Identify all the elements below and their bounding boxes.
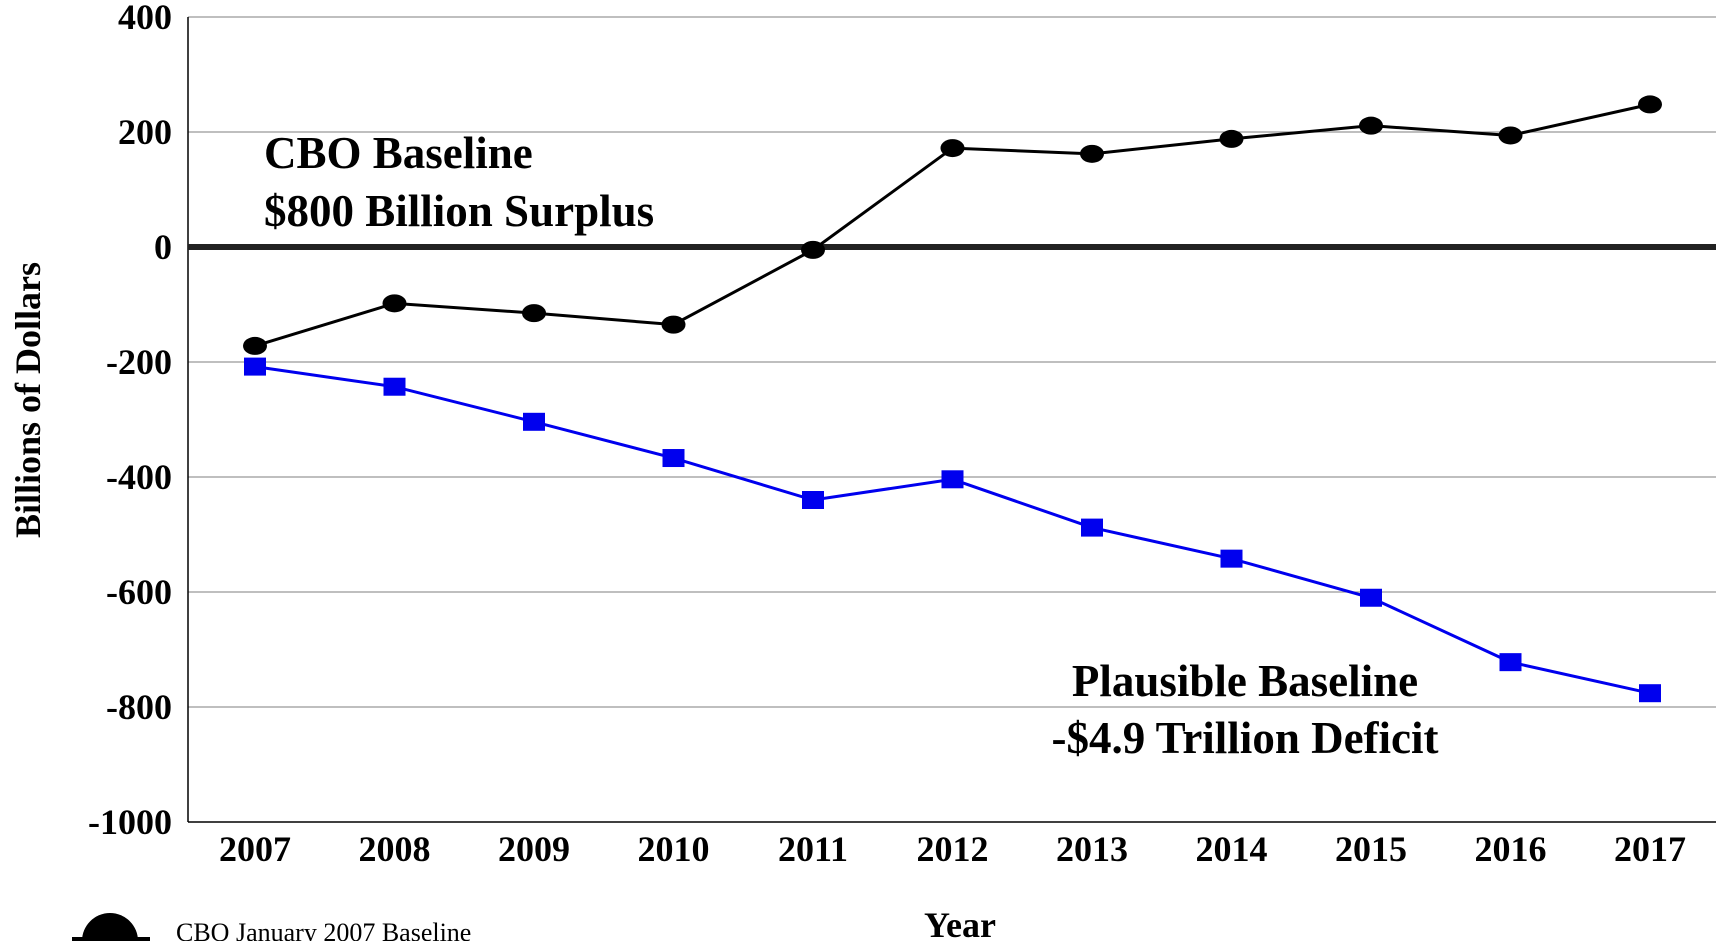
y-tick-label: -800	[106, 687, 172, 727]
data-point	[802, 491, 824, 509]
data-point	[1220, 549, 1243, 568]
annotation-cbo-line2: $800 Billion Surplus	[264, 186, 654, 236]
y-tick-label: -400	[106, 457, 172, 497]
x-tick-label: 2011	[778, 829, 848, 869]
data-point	[243, 336, 267, 355]
data-point	[1080, 144, 1104, 163]
data-point	[1638, 95, 1662, 114]
x-tick-labels: 2007 2008 2009 2010 2011 2012 2013 2014 2015 2016…	[219, 829, 1686, 869]
data-point	[801, 240, 825, 259]
data-point	[1499, 653, 1522, 672]
data-point	[1639, 684, 1661, 703]
data-point	[1081, 518, 1103, 537]
legend: CBO January 2007 Baseline	[72, 913, 471, 941]
data-point	[940, 139, 965, 158]
y-tick-label: -600	[106, 572, 172, 612]
x-tick-label: 2007	[219, 829, 291, 869]
x-tick-label: 2015	[1335, 829, 1407, 869]
series-0	[243, 95, 1662, 355]
y-tick-labels: 400 200 0 -200 -400 -600 -800 -1000	[88, 0, 172, 842]
y-tick-label: -1000	[88, 802, 172, 842]
axes	[187, 17, 1716, 823]
data-point	[1498, 126, 1523, 145]
x-tick-label: 2012	[917, 829, 989, 869]
x-tick-label: 2008	[359, 829, 431, 869]
y-tick-label: -200	[106, 342, 172, 382]
data-point	[1219, 129, 1244, 148]
data-point	[1359, 116, 1383, 135]
data-point	[1360, 588, 1382, 607]
data-point	[523, 412, 545, 431]
x-axis-title: Year	[924, 905, 996, 941]
legend-label-cbo: CBO January 2007 Baseline	[176, 918, 471, 941]
y-axis-title: Billions of Dollars	[8, 262, 48, 538]
x-tick-label: 2009	[498, 829, 570, 869]
series-line	[254, 365, 1651, 695]
annotation-cbo: CBO Baseline $800 Billion Surplus	[264, 128, 654, 236]
data-point	[662, 449, 685, 468]
data-point	[941, 470, 964, 489]
series-group	[243, 95, 1662, 703]
annotation-plausible-line1: Plausible Baseline	[1072, 656, 1418, 706]
y-tick-label: 200	[118, 112, 172, 152]
x-tick-label: 2010	[638, 829, 710, 869]
y-tick-label: 400	[118, 0, 172, 37]
y-tick-label: 0	[154, 227, 172, 267]
gridlines	[188, 16, 1716, 708]
series-1	[244, 357, 1661, 703]
data-point	[522, 304, 546, 323]
x-tick-label: 2016	[1475, 829, 1547, 869]
data-point	[244, 357, 266, 376]
x-tick-label: 2013	[1056, 829, 1128, 869]
legend-marker-cbo	[82, 913, 138, 941]
x-tick-label: 2014	[1196, 829, 1268, 869]
data-point	[383, 377, 406, 396]
x-tick-label: 2017	[1614, 829, 1686, 869]
annotation-cbo-line1: CBO Baseline	[264, 128, 533, 178]
data-point	[382, 294, 407, 313]
data-point	[661, 315, 686, 334]
annotation-plausible: Plausible Baseline -$4.9 Trillion Defici…	[1051, 656, 1438, 763]
annotation-plausible-line2: -$4.9 Trillion Deficit	[1051, 713, 1438, 763]
